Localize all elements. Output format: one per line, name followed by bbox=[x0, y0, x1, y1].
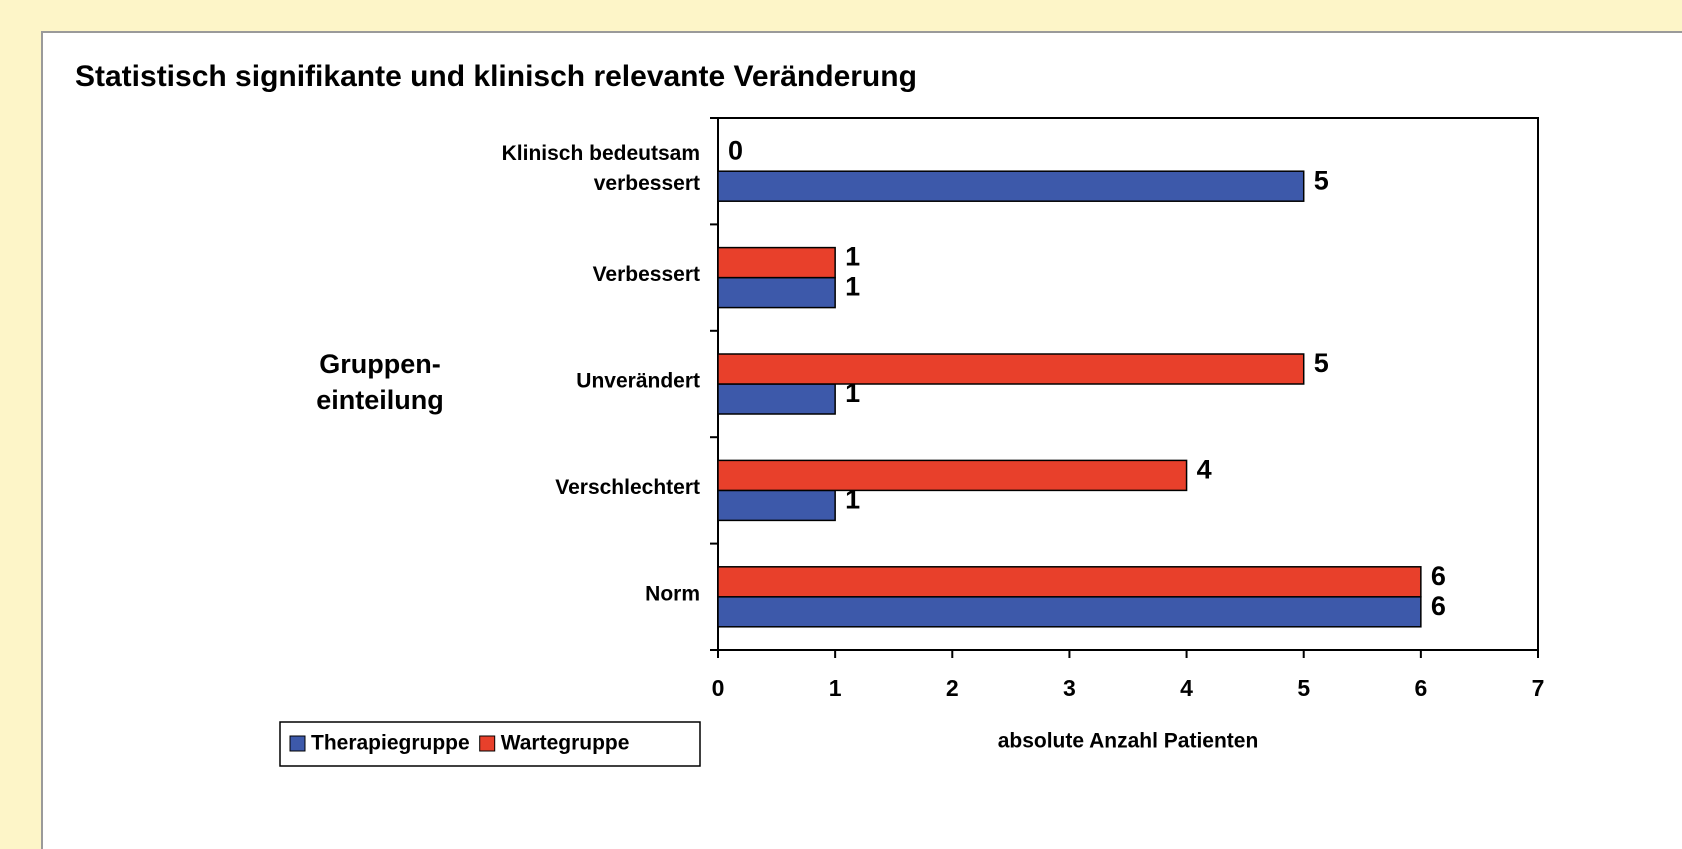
y-axis-label: Gruppen-einteilung bbox=[316, 349, 444, 415]
panel bbox=[41, 31, 1682, 849]
x-tick-label: 0 bbox=[712, 675, 725, 701]
x-axis-label: absolute Anzahl Patienten bbox=[998, 730, 1259, 753]
x-tick-label: 7 bbox=[1532, 675, 1545, 701]
bar bbox=[717, 353, 1305, 385]
chart-title: Statistisch signifikante und klinisch re… bbox=[75, 60, 917, 93]
y-tick-label: Klinisch bedeutsam verbessert bbox=[502, 142, 700, 195]
y-tick-label: Unverändert bbox=[576, 370, 700, 393]
bar bbox=[717, 246, 836, 279]
value-label: 5 bbox=[1314, 348, 1329, 378]
value-label: 0 bbox=[728, 135, 743, 165]
x-tick-label: 2 bbox=[946, 675, 959, 701]
value-label: 6 bbox=[1431, 591, 1446, 621]
value-label: 1 bbox=[845, 378, 860, 408]
value-label: 4 bbox=[1197, 455, 1212, 485]
legend-swatch bbox=[289, 735, 306, 752]
value-label: 1 bbox=[845, 485, 860, 515]
x-tick-label: 4 bbox=[1180, 675, 1193, 701]
y-tick-label: Norm bbox=[645, 582, 700, 605]
x-tick-label: 3 bbox=[1063, 675, 1076, 701]
x-tick-label: 6 bbox=[1414, 675, 1427, 701]
value-label: 1 bbox=[845, 242, 860, 272]
y-tick-label: Verbessert bbox=[593, 263, 700, 286]
bar bbox=[717, 459, 1188, 492]
y-tick-label: Verschlechtert bbox=[555, 476, 700, 499]
bar bbox=[717, 566, 1422, 598]
bar bbox=[717, 170, 1305, 202]
bar bbox=[717, 276, 836, 309]
bar bbox=[717, 596, 1422, 628]
x-tick-label: 5 bbox=[1297, 675, 1310, 701]
bar bbox=[717, 489, 836, 522]
legend-label: Therapiegruppe bbox=[311, 732, 470, 755]
legend-label: Wartegruppe bbox=[501, 732, 630, 755]
x-tick-label: 1 bbox=[829, 675, 842, 701]
bar bbox=[717, 383, 836, 415]
value-label: 6 bbox=[1431, 561, 1446, 591]
value-label: 5 bbox=[1314, 165, 1329, 195]
value-label: 1 bbox=[845, 272, 860, 302]
legend-swatch bbox=[479, 735, 496, 752]
